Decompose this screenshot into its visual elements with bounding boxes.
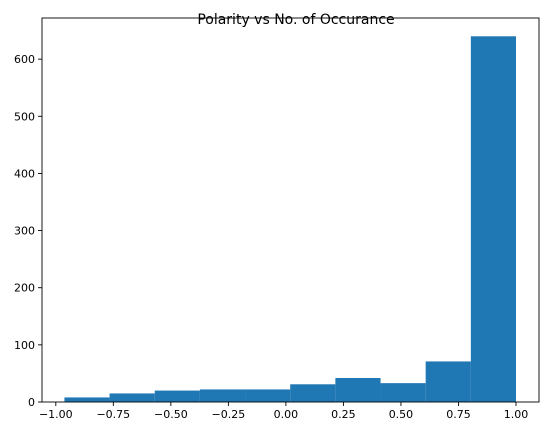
y-tick-label: 400 [14,167,35,180]
x-tick-label: 0.75 [446,408,471,421]
histogram-bar-10 [470,36,516,402]
x-tick-label: −0.50 [154,408,188,421]
plot-frame [41,17,540,403]
bars-layer [64,36,516,402]
x-tick-label: 1.00 [504,408,529,421]
y-axis: 0 100 200 300 400 500 600 [14,53,42,409]
histogram-bar-5 [245,389,291,402]
x-tick-label: 0.00 [274,408,299,421]
y-tick-label: 0 [28,396,35,409]
y-tick-label: 300 [14,225,35,238]
histogram-bar-9 [425,361,471,402]
y-tick-label: 600 [14,53,35,66]
x-tick-label: −0.75 [96,408,130,421]
x-axis: −1.00 −0.75 −0.50 −0.25 0.00 0.25 0.50 0.75 1.00 [39,402,528,421]
x-tick-label: −0.25 [212,408,246,421]
chart-title: Polarity vs No. of Occurance [197,12,394,28]
histogram-bar-7 [335,378,381,402]
histogram-bar-3 [154,390,200,402]
x-tick-label: 0.25 [331,408,356,421]
histogram-bar-2 [109,393,155,402]
histogram-bar-8 [380,383,426,402]
histogram-bar-1 [64,397,110,402]
histogram-bar-4 [199,389,246,402]
x-tick-label: 0.50 [389,408,414,421]
y-tick-label: 500 [14,110,35,123]
y-tick-label: 100 [14,339,35,352]
histogram-bar-6 [290,384,336,402]
y-tick-label: 200 [14,282,35,295]
x-tick-label: −1.00 [39,408,73,421]
